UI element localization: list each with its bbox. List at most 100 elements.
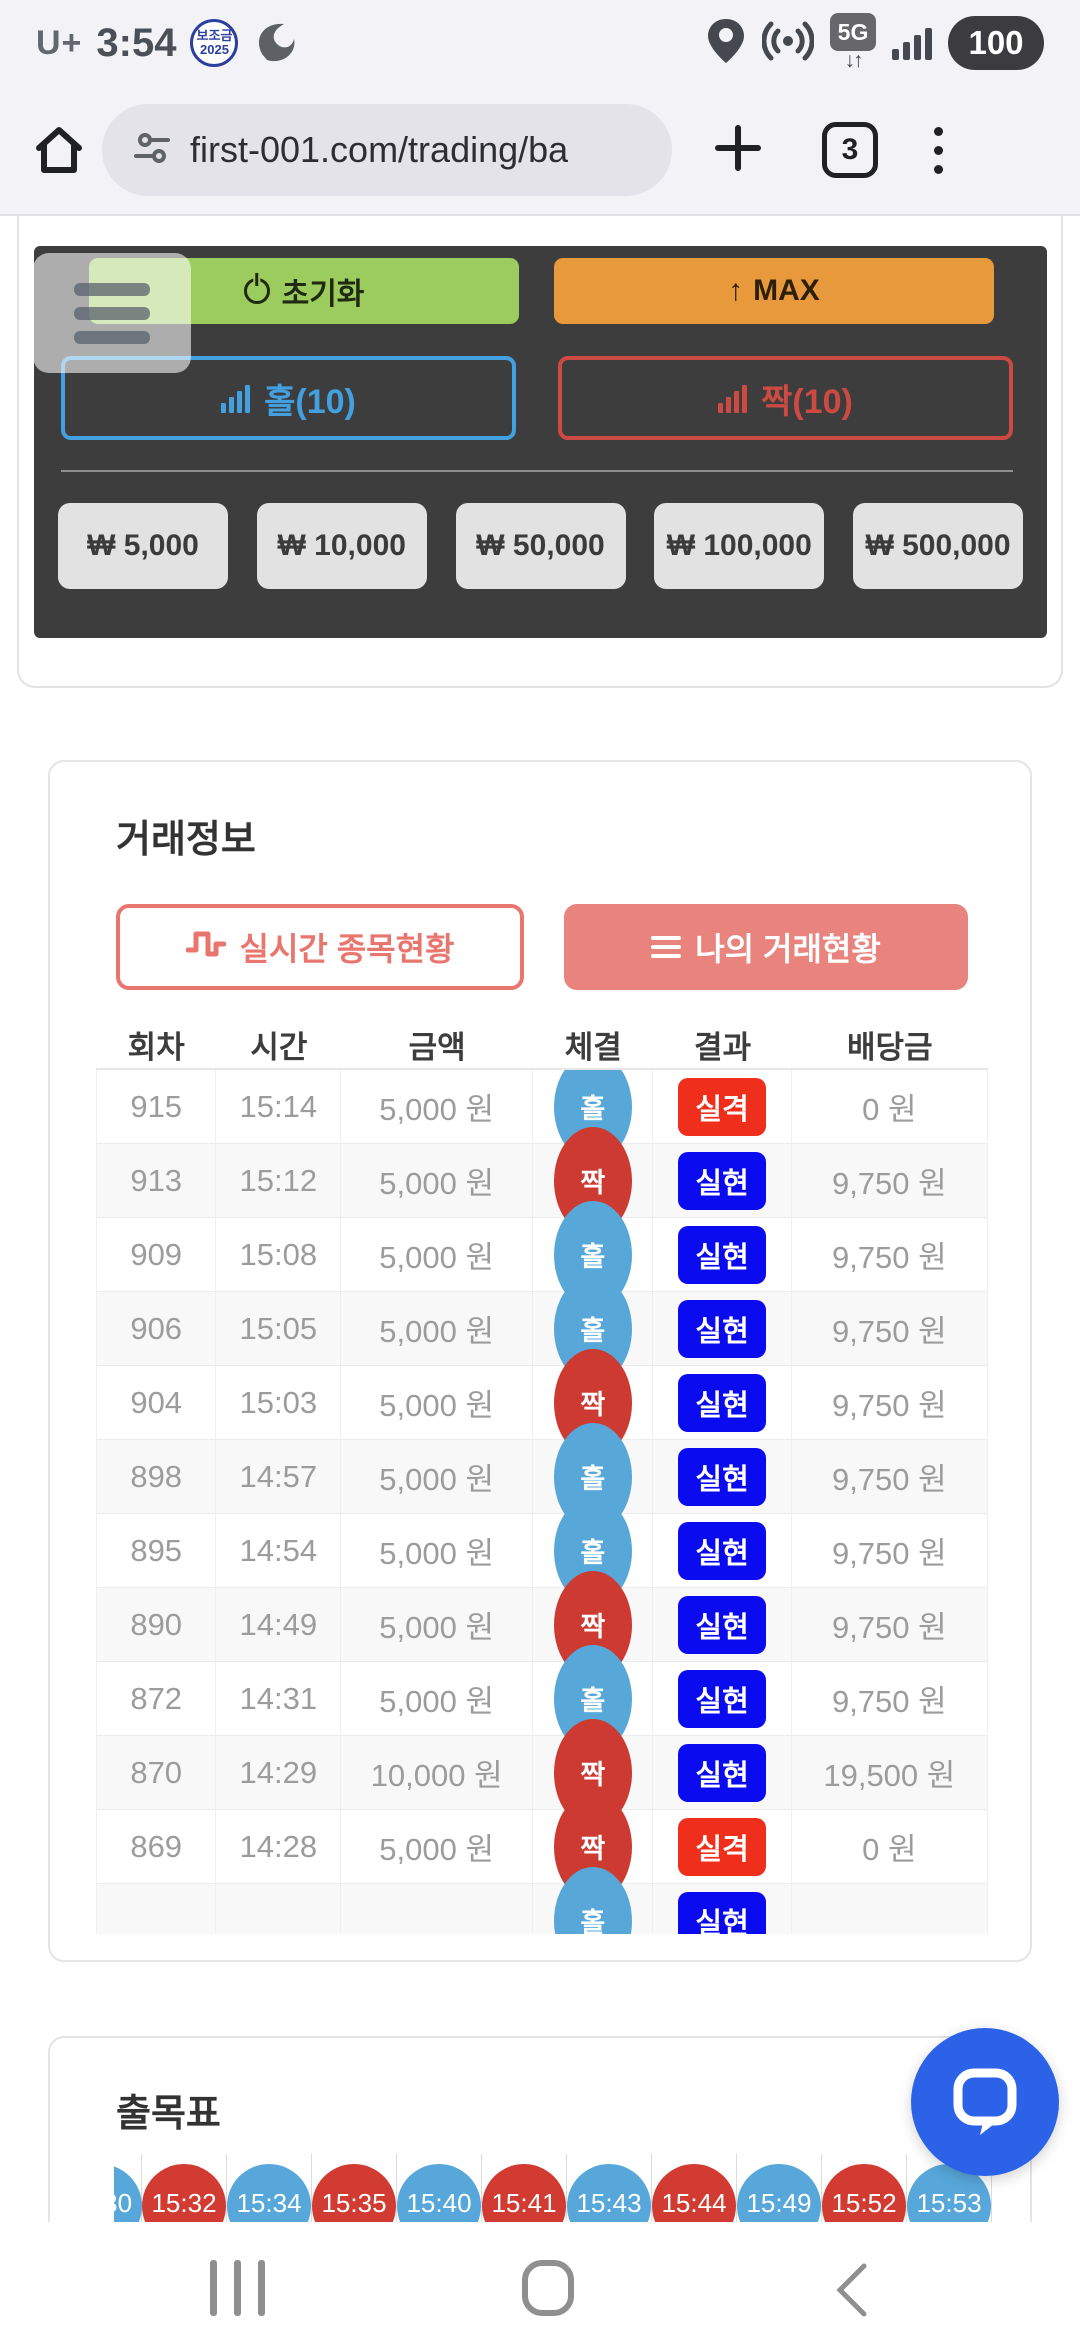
result-circle-cell: 15:40 xyxy=(397,2154,482,2222)
cell-result: 실현 xyxy=(653,1218,792,1291)
result-circle-time: 15:52 xyxy=(831,2188,897,2218)
result-badge: 실현 xyxy=(678,1299,767,1358)
badge-text-top: 보조금 xyxy=(196,28,233,43)
table-row: 895 14:54 5,000 원 홀 실현 9,750 원 xyxy=(96,1496,988,1605)
cell-amount: 5,000 원 xyxy=(341,1662,534,1735)
status-left: U+ 3:54 보조금 2025 xyxy=(36,18,298,69)
browser-menu-button[interactable] xyxy=(934,126,943,174)
tab-switcher-button[interactable]: 3 xyxy=(822,122,878,178)
home-button[interactable] xyxy=(24,122,94,178)
result-circle-time: 15:44 xyxy=(661,2188,727,2218)
table-row: 904 15:03 5,000 원 짝 실현 9,750 원 xyxy=(96,1348,988,1457)
cell-amount xyxy=(341,1884,534,1934)
result-board-title: 출목표 xyxy=(116,2093,221,2135)
back-button[interactable] xyxy=(832,2260,872,2325)
cell-round: 872 xyxy=(96,1662,217,1735)
chat-fab-button[interactable] xyxy=(911,2028,1059,2176)
trade-table: 회차 시간 금액 체결 결과 배당금 915 15:14 5,000 원 홀 실… xyxy=(96,1020,988,1934)
result-badge: 실현 xyxy=(678,1521,767,1580)
result-board-card: 출목표 15:30 15:32 15:34 15:35 15:40 15:41 … xyxy=(48,2036,1032,2222)
result-circle-time: 15:49 xyxy=(746,2188,812,2218)
cell-time xyxy=(216,1884,342,1934)
amount-button[interactable]: ₩ 5,000 xyxy=(58,503,228,589)
result-badge: 실현 xyxy=(678,1891,767,1934)
chart-bars-icon xyxy=(221,383,251,413)
cell-time: 15:12 xyxy=(216,1144,342,1217)
even-label: 짝(10) xyxy=(761,382,853,421)
data-arrows-icon: ↓↑ xyxy=(844,49,864,72)
result-circle-cell: 15:44 xyxy=(652,2154,737,2222)
cell-payout: 9,750 원 xyxy=(792,1588,988,1661)
location-icon xyxy=(706,17,746,70)
cell-round: 913 xyxy=(96,1144,217,1217)
amount-button[interactable]: ₩ 500,000 xyxy=(853,503,1023,589)
home-nav-button[interactable] xyxy=(522,2260,574,2316)
result-circle-cell: 15:43 xyxy=(567,2154,652,2222)
cell-payout: 0 원 xyxy=(792,1810,988,1883)
result-circles-strip[interactable]: 15:30 15:32 15:34 15:35 15:40 15:41 15:4… xyxy=(114,2154,1004,2222)
amount-button[interactable]: ₩ 50,000 xyxy=(455,503,626,589)
max-label: MAX xyxy=(753,274,820,307)
cell-amount: 5,000 원 xyxy=(341,1514,534,1587)
cell-amount: 5,000 원 xyxy=(341,1144,534,1217)
subsidy-notification-icon: 보조금 2025 xyxy=(190,19,239,67)
my-trades-button[interactable]: 나의 거래현황 xyxy=(564,904,968,990)
result-badge: 실현 xyxy=(678,1595,767,1654)
result-badge: 실현 xyxy=(678,1669,767,1728)
result-circle-time: 15:30 xyxy=(114,2188,133,2218)
site-settings-icon[interactable] xyxy=(132,128,172,173)
result-circle-time: 15:53 xyxy=(916,2188,982,2218)
cell-time: 14:28 xyxy=(216,1810,342,1883)
table-row: 890 14:49 5,000 원 짝 실현 9,750 원 xyxy=(96,1570,988,1679)
result-circle-cell: 15:35 xyxy=(312,2154,397,2222)
max-button[interactable]: ↑ MAX xyxy=(554,258,994,324)
result-circle-time: 15:35 xyxy=(321,2188,387,2218)
cell-time: 15:03 xyxy=(216,1366,342,1439)
recents-button[interactable] xyxy=(210,2260,265,2316)
result-circle-time: 15:43 xyxy=(576,2188,642,2218)
cell-payout: 9,750 원 xyxy=(792,1144,988,1217)
amount-button[interactable]: ₩ 10,000 xyxy=(256,503,427,589)
cell-amount: 10,000 원 xyxy=(341,1736,534,1809)
signal-strength-icon xyxy=(892,26,932,60)
live-status-label: 실시간 종목현황 xyxy=(239,931,455,967)
col-header-amount: 금액 xyxy=(408,1029,466,1065)
android-nav-bar xyxy=(0,2222,1080,2340)
network-label: 5G xyxy=(830,13,876,51)
new-tab-button[interactable] xyxy=(712,122,764,179)
result-circle-time: 15:40 xyxy=(406,2188,472,2218)
bet-odd-button[interactable]: 홀(10) xyxy=(61,356,516,440)
cell-time: 14:57 xyxy=(216,1440,342,1513)
browser-toolbar: first-001.com/trading/ba 3 xyxy=(0,86,1080,216)
bet-even-button[interactable]: 짝(10) xyxy=(558,356,1013,440)
cell-payout: 9,750 원 xyxy=(792,1366,988,1439)
col-header-payout: 배당금 xyxy=(847,1029,933,1065)
status-right: 5G ↓↑ 100 xyxy=(706,13,1044,73)
cell-result: 실현 xyxy=(653,1514,792,1587)
cell-amount: 5,000 원 xyxy=(341,1588,534,1661)
cell-amount: 5,000 원 xyxy=(341,1366,534,1439)
trade-table-body[interactable]: 915 15:14 5,000 원 홀 실격 0 원 913 15:12 5,0… xyxy=(96,1068,988,1934)
amount-button[interactable]: ₩ 100,000 xyxy=(654,503,825,589)
result-badge: 실현 xyxy=(678,1743,767,1802)
cell-time: 15:08 xyxy=(216,1218,342,1291)
floating-menu-button[interactable] xyxy=(33,253,191,373)
cell-result: 실현 xyxy=(653,1144,792,1217)
reset-label: 초기화 xyxy=(281,278,365,311)
live-status-button[interactable]: 실시간 종목현황 xyxy=(116,904,524,990)
address-bar[interactable]: first-001.com/trading/ba xyxy=(102,104,672,196)
amount-buttons-row: ₩ 5,000 ₩ 10,000 ₩ 50,000 ₩ 100,000 ₩ 500,00… xyxy=(58,503,1023,589)
result-circle-cell: 15:52 xyxy=(822,2154,907,2222)
status-bar: U+ 3:54 보조금 2025 5G xyxy=(0,0,1080,86)
cell-round: 890 xyxy=(96,1588,217,1661)
trade-info-title: 거래정보 xyxy=(116,819,256,861)
my-trades-label: 나의 거래현황 xyxy=(695,931,881,967)
cell-time: 15:14 xyxy=(216,1070,342,1143)
table-row: 898 14:57 5,000 원 홀 실현 9,750 원 xyxy=(96,1422,988,1531)
table-row: 872 14:31 5,000 원 홀 실현 9,750 원 xyxy=(96,1644,988,1753)
tab-count: 3 xyxy=(841,133,859,166)
cell-payout: 9,750 원 xyxy=(792,1440,988,1513)
result-circle-time: 15:34 xyxy=(236,2188,302,2218)
cell-round: 909 xyxy=(96,1218,217,1291)
